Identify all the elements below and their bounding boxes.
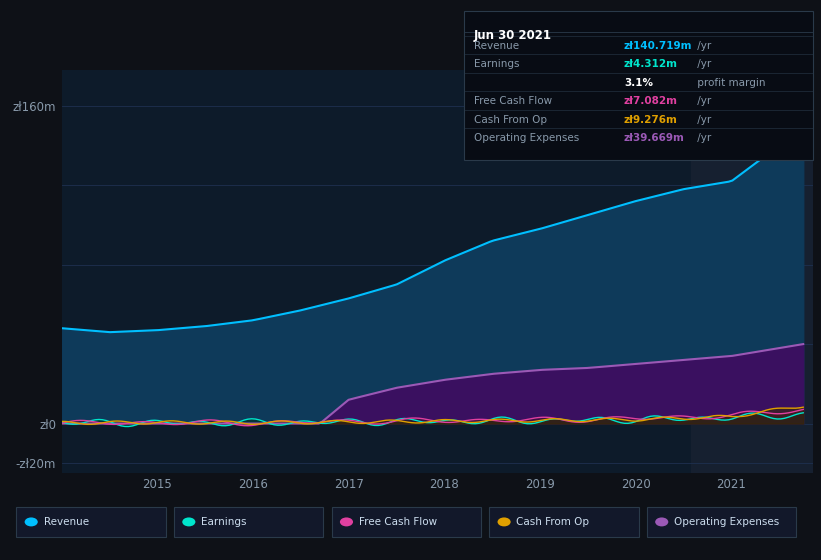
Text: zł7.082m: zł7.082m bbox=[624, 96, 678, 106]
Text: Revenue: Revenue bbox=[474, 41, 519, 51]
Text: 3.1%: 3.1% bbox=[624, 78, 653, 88]
Text: Operating Expenses: Operating Expenses bbox=[474, 133, 579, 143]
Text: Free Cash Flow: Free Cash Flow bbox=[474, 96, 552, 106]
Text: Earnings: Earnings bbox=[474, 59, 519, 69]
Bar bbox=[691, 70, 813, 473]
Text: Jun 30 2021: Jun 30 2021 bbox=[474, 29, 552, 42]
Text: zł39.669m: zł39.669m bbox=[624, 133, 685, 143]
Text: /yr: /yr bbox=[694, 133, 711, 143]
Text: /yr: /yr bbox=[694, 96, 711, 106]
Text: Earnings: Earnings bbox=[201, 517, 246, 527]
Text: /yr: /yr bbox=[694, 59, 711, 69]
Text: Revenue: Revenue bbox=[44, 517, 89, 527]
Text: Cash From Op: Cash From Op bbox=[474, 115, 547, 125]
Text: zł9.276m: zł9.276m bbox=[624, 115, 678, 125]
Text: zł4.312m: zł4.312m bbox=[624, 59, 678, 69]
Text: /yr: /yr bbox=[694, 41, 711, 51]
Text: profit margin: profit margin bbox=[694, 78, 765, 88]
Text: Operating Expenses: Operating Expenses bbox=[674, 517, 779, 527]
Text: zł140.719m: zł140.719m bbox=[624, 41, 692, 51]
Text: Cash From Op: Cash From Op bbox=[516, 517, 589, 527]
Text: /yr: /yr bbox=[694, 115, 711, 125]
Text: Free Cash Flow: Free Cash Flow bbox=[359, 517, 437, 527]
